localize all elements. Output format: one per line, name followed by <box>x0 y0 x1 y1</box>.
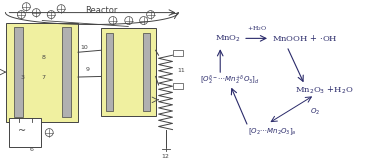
Text: 12: 12 <box>162 154 169 159</box>
Bar <box>101 29 156 116</box>
Text: 8: 8 <box>42 55 46 60</box>
Bar <box>174 83 183 89</box>
Bar <box>9 118 41 147</box>
Text: Reactor: Reactor <box>85 6 117 15</box>
Bar <box>106 33 113 111</box>
Bar <box>6 22 78 122</box>
Text: Mn$_2$O$_3$ $+$H$_2$O: Mn$_2$O$_3$ $+$H$_2$O <box>295 84 353 96</box>
Text: 6: 6 <box>30 147 34 152</box>
Text: 9: 9 <box>86 67 90 72</box>
Bar <box>14 27 23 117</box>
Text: MnOOH $+$ $\cdot$OH: MnOOH $+$ $\cdot$OH <box>272 33 338 43</box>
Bar <box>62 27 71 117</box>
Text: 3: 3 <box>20 74 24 80</box>
Text: $[O_2{\cdots}Mn_2O_3]_a$: $[O_2{\cdots}Mn_2O_3]_a$ <box>248 126 297 137</box>
Text: $[O_2^{\delta-}{\cdots}Mn_2^{+\delta}O_3]_d$: $[O_2^{\delta-}{\cdots}Mn_2^{+\delta}O_3… <box>200 73 260 87</box>
Bar <box>174 50 183 56</box>
Text: MnO$_2$: MnO$_2$ <box>215 33 241 44</box>
Text: 10: 10 <box>80 45 88 50</box>
Text: $O_2$: $O_2$ <box>310 107 320 117</box>
Bar <box>143 33 150 111</box>
Text: ~: ~ <box>18 126 26 136</box>
Text: $+$H$_2$O: $+$H$_2$O <box>247 24 268 33</box>
Text: 11: 11 <box>177 68 185 73</box>
Text: 7: 7 <box>42 74 46 80</box>
